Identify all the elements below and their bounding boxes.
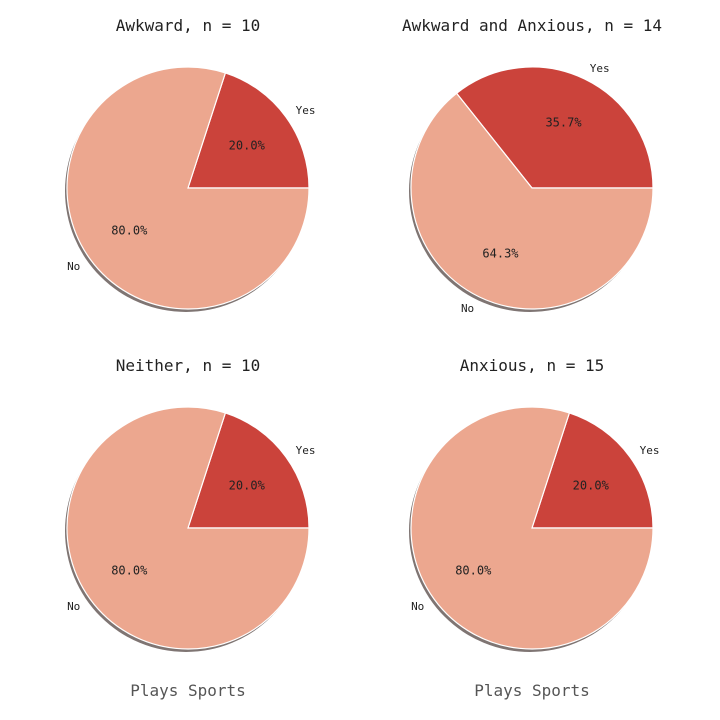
slice-percent-label: 20.0% — [229, 478, 266, 492]
pie-slice-yes — [455, 66, 654, 189]
pie-slice-no — [66, 406, 310, 650]
slice-category-label: Yes — [640, 444, 660, 457]
x-axis-label: Plays Sports — [474, 681, 590, 700]
pie-slice-yes — [531, 412, 654, 529]
slice-category-label: No — [461, 302, 474, 315]
chart-title: Neither, n = 10 — [116, 356, 261, 375]
slice-percent-label: 20.0% — [573, 478, 610, 492]
slice-category-label: Yes — [590, 62, 610, 75]
pie-slice-no — [66, 66, 310, 310]
slice-category-label: No — [411, 600, 424, 613]
slice-percent-label: 80.0% — [111, 224, 148, 238]
pie-panel-1: Awkward, n = 10 20.0% Yes 80.0% No — [65, 16, 316, 312]
slice-percent-label: 80.0% — [111, 564, 148, 578]
pie-slice-yes — [187, 72, 310, 189]
slice-category-label: No — [67, 260, 80, 273]
slice-percent-label: 35.7% — [545, 116, 582, 130]
chart-title: Awkward, n = 10 — [116, 16, 261, 35]
pie-slice-no — [410, 92, 654, 310]
pie-slice-no — [410, 406, 654, 650]
slice-percent-label: 64.3% — [482, 246, 519, 260]
pie-panel-3: Neither, n = 10 20.0% Yes 80.0% No Plays Spor… — [65, 356, 316, 700]
pie-panel-2: Awkward and Anxious, n = 14 35.7% Yes 64.3%… — [402, 16, 662, 315]
pie-panel-4: Anxious, n = 15 20.0% Yes 80.0% No Plays Spor… — [409, 356, 660, 700]
slice-category-label: Yes — [296, 444, 316, 457]
x-axis-label: Plays Sports — [130, 681, 246, 700]
slice-percent-label: 80.0% — [455, 564, 492, 578]
chart-title: Anxious, n = 15 — [460, 356, 605, 375]
slice-category-label: Yes — [296, 104, 316, 117]
chart-title: Awkward and Anxious, n = 14 — [402, 16, 662, 35]
slice-category-label: No — [67, 600, 80, 613]
slice-percent-label: 20.0% — [229, 138, 266, 152]
pie-slice-yes — [187, 412, 310, 529]
